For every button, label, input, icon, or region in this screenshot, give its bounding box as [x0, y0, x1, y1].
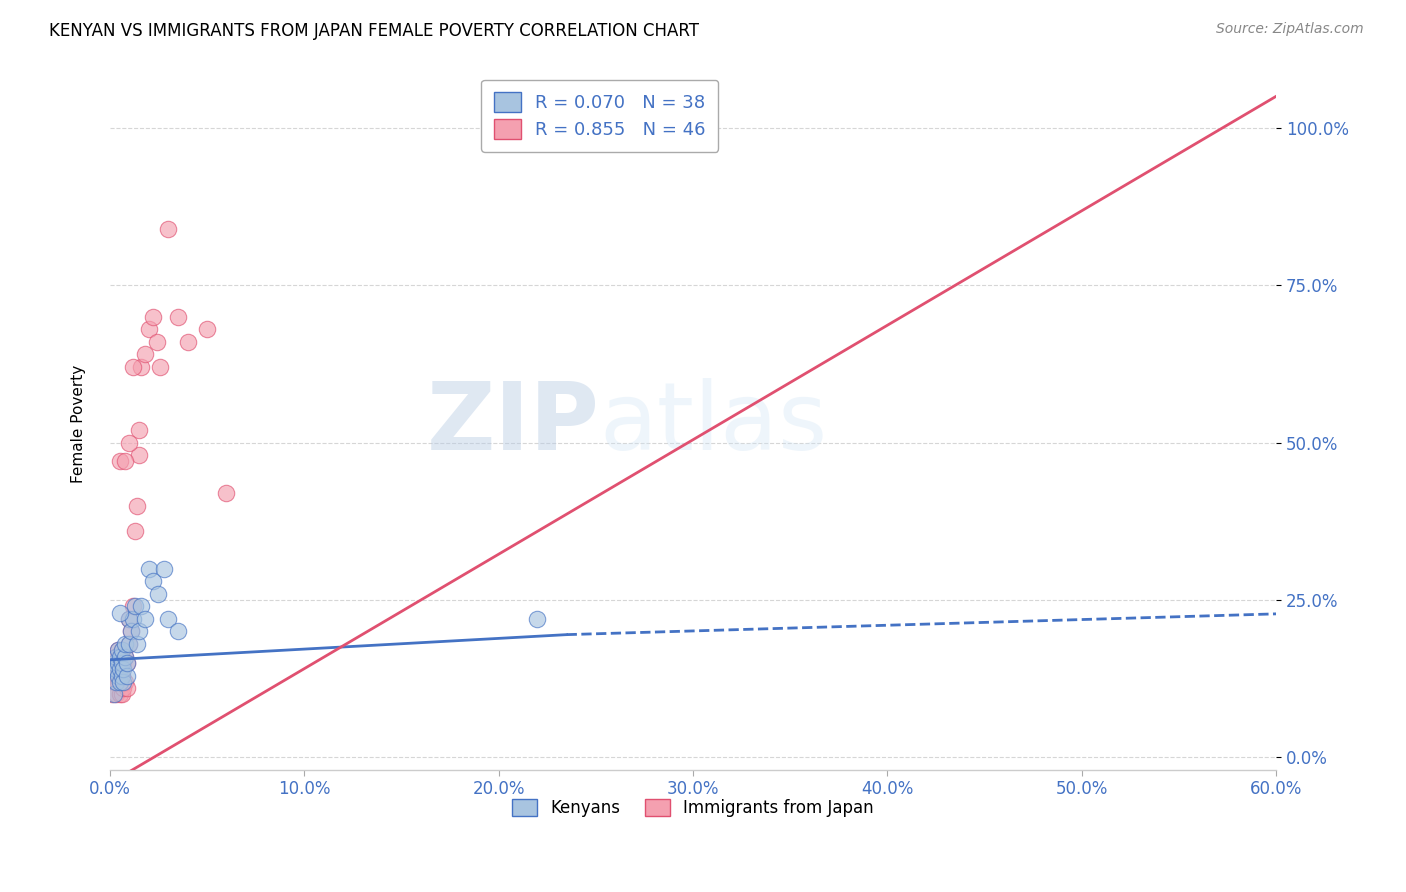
Point [138, 322, 160, 336]
Point [107, 656, 129, 670]
Point [195, 322, 218, 336]
Point [124, 599, 146, 614]
Point [110, 656, 132, 670]
Point [153, 561, 176, 575]
Point [108, 649, 131, 664]
Point [157, 612, 180, 626]
Point [128, 423, 150, 437]
Text: atlas: atlas [600, 377, 828, 470]
Point [110, 643, 132, 657]
Point [122, 612, 145, 626]
Point [114, 674, 136, 689]
Point [142, 574, 165, 588]
Point [112, 662, 135, 676]
Point [114, 454, 136, 468]
Point [176, 334, 198, 349]
Point [114, 649, 136, 664]
Point [108, 688, 131, 702]
Point [138, 561, 160, 575]
Point [104, 649, 127, 664]
Point [103, 674, 125, 689]
Point [157, 221, 180, 235]
Point [112, 681, 135, 695]
Point [107, 668, 129, 682]
Point [118, 637, 141, 651]
Point [104, 662, 127, 676]
Y-axis label: Female Poverty: Female Poverty [72, 365, 86, 483]
Point [526, 612, 548, 626]
Point [103, 649, 125, 664]
Point [142, 310, 165, 324]
Point [128, 624, 150, 639]
Point [122, 599, 145, 614]
Point [108, 674, 131, 689]
Point [125, 637, 148, 651]
Point [108, 662, 131, 676]
Text: KENYAN VS IMMIGRANTS FROM JAPAN FEMALE POVERTY CORRELATION CHART: KENYAN VS IMMIGRANTS FROM JAPAN FEMALE P… [49, 22, 699, 40]
Legend: Kenyans, Immigrants from Japan: Kenyans, Immigrants from Japan [505, 792, 880, 824]
Point [108, 668, 131, 682]
Point [114, 649, 136, 664]
Point [107, 674, 129, 689]
Point [110, 688, 132, 702]
Point [103, 656, 125, 670]
Point [134, 347, 156, 361]
Point [118, 435, 141, 450]
Point [120, 624, 142, 639]
Point [114, 637, 136, 651]
Text: Source: ZipAtlas.com: Source: ZipAtlas.com [1216, 22, 1364, 37]
Point [145, 334, 167, 349]
Point [104, 674, 127, 689]
Point [103, 688, 125, 702]
Point [107, 643, 129, 657]
Point [117, 656, 139, 670]
Point [117, 668, 139, 682]
Point [134, 612, 156, 626]
Point [104, 688, 127, 702]
Point [101, 662, 124, 676]
Point [104, 668, 127, 682]
Point [128, 448, 150, 462]
Point [167, 310, 190, 324]
Point [129, 359, 152, 374]
Point [149, 359, 172, 374]
Point [125, 499, 148, 513]
Point [215, 486, 238, 500]
Point [117, 656, 139, 670]
Point [108, 649, 131, 664]
Point [118, 612, 141, 626]
Point [148, 587, 170, 601]
Point [101, 662, 124, 676]
Point [101, 688, 124, 702]
Text: ZIP: ZIP [427, 377, 600, 470]
Point [112, 674, 135, 689]
Point [118, 637, 141, 651]
Point [110, 643, 132, 657]
Point [117, 681, 139, 695]
Point [643, 133, 665, 147]
Point [167, 624, 190, 639]
Point [110, 668, 132, 682]
Point [112, 656, 135, 670]
Point [129, 599, 152, 614]
Point [118, 612, 141, 626]
Point [110, 668, 132, 682]
Point [108, 606, 131, 620]
Point [108, 454, 131, 468]
Point [122, 359, 145, 374]
Point [124, 524, 146, 538]
Point [107, 643, 129, 657]
Point [104, 649, 127, 664]
Point [107, 662, 129, 676]
Point [120, 624, 142, 639]
